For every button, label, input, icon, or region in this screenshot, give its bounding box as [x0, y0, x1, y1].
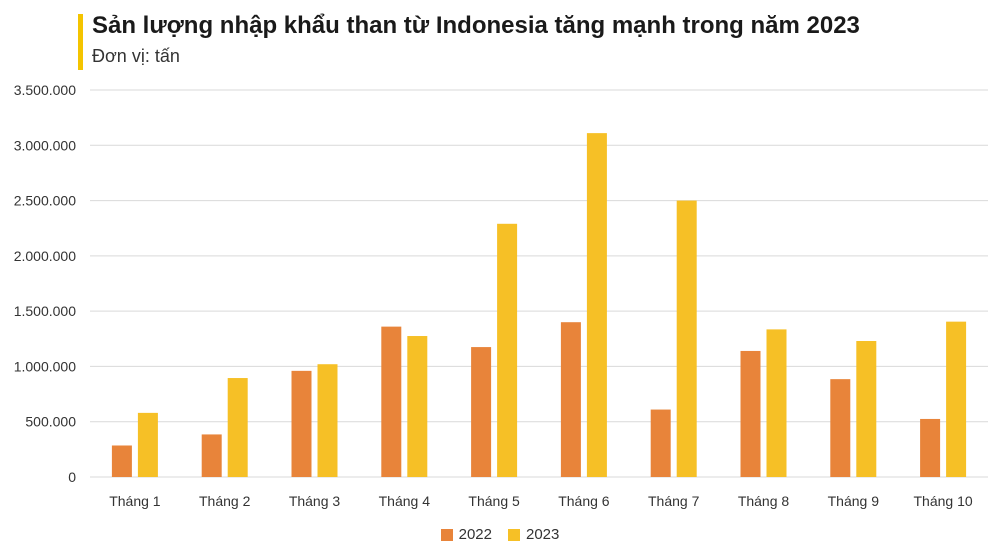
legend-item-2023: 2023: [508, 526, 559, 543]
bar-2023: [586, 133, 607, 477]
title-accent-bar: [78, 14, 83, 70]
bar-2022: [201, 434, 222, 477]
bar-2023: [946, 321, 967, 477]
bar-2022: [650, 409, 671, 477]
bar-2023: [137, 412, 158, 477]
x-tick-label: Tháng 8: [738, 493, 790, 509]
legend-swatch-2022: [440, 528, 453, 541]
x-tick-label: Tháng 6: [558, 493, 610, 509]
bar-2022: [471, 347, 492, 477]
chart-title: Sản lượng nhập khẩu than từ Indonesia tă…: [92, 12, 860, 39]
bar-2023: [227, 378, 248, 477]
legend-label-2023: 2023: [526, 526, 560, 543]
legend-item-2022: 2022: [440, 526, 492, 543]
x-tick-label: Tháng 2: [199, 493, 251, 509]
y-tick-label: 0: [68, 469, 76, 485]
x-tick-label: Tháng 4: [379, 493, 431, 509]
x-tick-label: Tháng 9: [828, 493, 880, 509]
x-tick-label: Tháng 7: [648, 493, 700, 509]
x-tick-label: Tháng 1: [109, 493, 161, 509]
bar-2022: [291, 370, 312, 477]
y-tick-label: 1.500.000: [14, 303, 76, 319]
x-tick-label: Tháng 5: [468, 493, 520, 509]
bar-2023: [766, 329, 787, 477]
bar-2022: [920, 418, 941, 477]
chart-subtitle: Đơn vị: tấn: [92, 46, 180, 66]
x-tick-label: Tháng 3: [289, 493, 341, 509]
y-tick-label: 3.500.000: [14, 82, 76, 98]
legend-swatch-2023: [508, 528, 520, 541]
y-tick-label: 1.000.000: [14, 358, 76, 374]
bar-2022: [740, 350, 761, 477]
legend-label-2022: 2022: [458, 526, 492, 543]
y-tick-label: 3.000.000: [14, 137, 76, 153]
bar-2022: [111, 445, 132, 477]
bar-2023: [407, 336, 428, 477]
bar-2023: [676, 200, 697, 478]
bar-2023: [856, 340, 877, 477]
y-tick-label: 2.500.000: [14, 193, 76, 209]
bar-2023: [497, 223, 518, 477]
bar-2022: [560, 322, 581, 477]
legend: 2022 2023: [0, 526, 1000, 543]
x-tick-label: Tháng 10: [914, 493, 973, 509]
y-tick-label: 2.000.000: [14, 248, 76, 264]
bar-2022: [830, 379, 851, 477]
bar-2022: [381, 326, 402, 477]
y-tick-label: 500.000: [25, 414, 76, 430]
bar-2023: [317, 364, 338, 477]
